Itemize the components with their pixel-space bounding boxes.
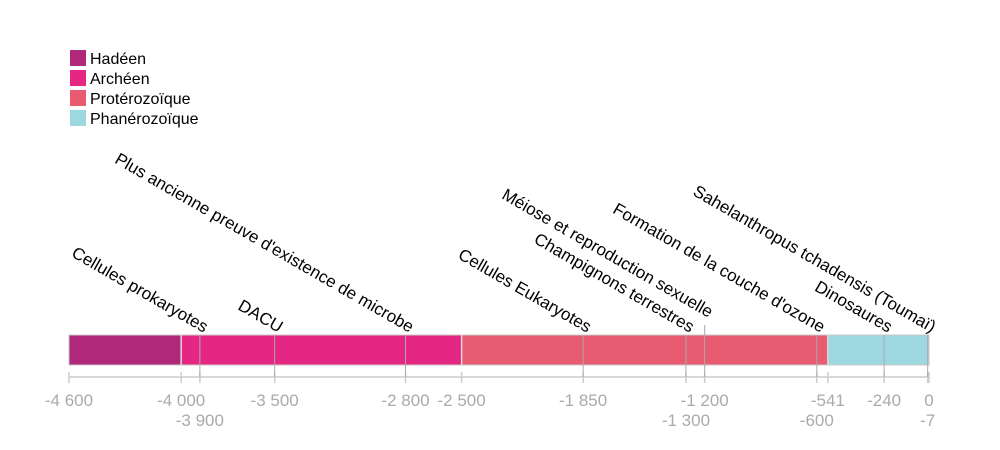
legend-swatch	[70, 110, 86, 126]
tick-label: -541	[811, 391, 845, 410]
tick-label: -3 900	[176, 411, 224, 430]
legend-swatch	[70, 90, 86, 106]
x-axis: -4 600 -4 000-3 900 -3 500 -2 800 -2 500 -1 8…	[45, 372, 935, 430]
event-label: Cellules prokaryotes	[68, 243, 211, 336]
tick-label: -1 300	[662, 411, 710, 430]
bar-outline	[68, 334, 930, 366]
era-bar	[69, 335, 182, 365]
legend-swatch	[70, 50, 86, 66]
tick-label: -2 500	[438, 391, 486, 410]
tick-label: -600	[800, 411, 834, 430]
legend-label: Protérozoïque	[90, 91, 191, 108]
event-label: DACU	[235, 296, 286, 337]
tick-label: -4 600	[45, 391, 93, 410]
tick-label: -3 500	[251, 391, 299, 410]
legend-swatch	[70, 70, 86, 86]
legend-label: Phanérozoïque	[90, 111, 199, 128]
era-bars	[68, 334, 930, 366]
tick-label: -240	[867, 391, 901, 410]
era-bar	[181, 335, 462, 365]
era-bar	[461, 335, 828, 365]
legend: Hadéen Archéen Protérozoïque Phanérozoïque	[70, 50, 199, 128]
legend-label: Archéen	[90, 71, 150, 88]
tick-label: 0	[924, 391, 933, 410]
tick-label: -7	[920, 411, 935, 430]
tick-label: -1 200	[681, 391, 729, 410]
era-bar	[827, 335, 929, 365]
tick-label: -2 800	[381, 391, 429, 410]
tick-label: -1 850	[559, 391, 607, 410]
tick-label: -4 000	[157, 391, 205, 410]
legend-label: Hadéen	[90, 51, 146, 68]
